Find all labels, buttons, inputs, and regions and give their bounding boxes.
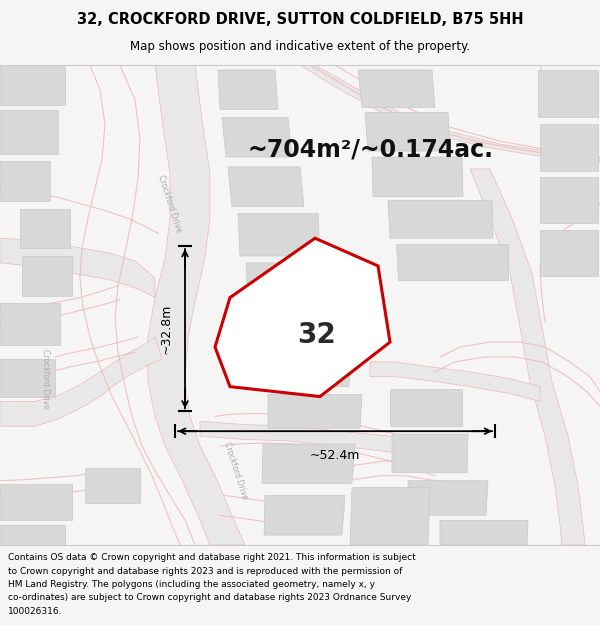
Polygon shape bbox=[392, 434, 468, 472]
Polygon shape bbox=[390, 389, 462, 426]
Polygon shape bbox=[20, 209, 70, 248]
Polygon shape bbox=[0, 109, 58, 154]
Polygon shape bbox=[408, 481, 488, 515]
Polygon shape bbox=[0, 484, 72, 520]
Text: Crockford Drive: Crockford Drive bbox=[223, 441, 250, 501]
Text: HM Land Registry. The polygons (including the associated geometry, namely x, y: HM Land Registry. The polygons (includin… bbox=[8, 580, 375, 589]
Text: Map shows position and indicative extent of the property.: Map shows position and indicative extent… bbox=[130, 40, 470, 53]
Polygon shape bbox=[538, 70, 598, 118]
Text: 32: 32 bbox=[298, 321, 336, 349]
Polygon shape bbox=[0, 525, 65, 545]
Polygon shape bbox=[470, 169, 585, 545]
Polygon shape bbox=[260, 352, 350, 387]
Text: Crockford Drive: Crockford Drive bbox=[40, 349, 50, 409]
Polygon shape bbox=[22, 256, 72, 296]
Text: Contains OS data © Crown copyright and database right 2021. This information is : Contains OS data © Crown copyright and d… bbox=[8, 553, 416, 562]
Polygon shape bbox=[388, 201, 493, 238]
Polygon shape bbox=[0, 161, 50, 201]
Polygon shape bbox=[0, 65, 65, 104]
Polygon shape bbox=[200, 421, 435, 460]
Polygon shape bbox=[0, 238, 155, 298]
Polygon shape bbox=[238, 214, 320, 256]
Polygon shape bbox=[440, 520, 528, 545]
Polygon shape bbox=[85, 468, 140, 503]
Polygon shape bbox=[0, 359, 55, 396]
Polygon shape bbox=[540, 177, 598, 223]
Polygon shape bbox=[365, 112, 450, 151]
Polygon shape bbox=[246, 263, 336, 302]
Polygon shape bbox=[218, 70, 278, 109]
Text: 100026316.: 100026316. bbox=[8, 607, 62, 616]
Text: ~704m²/~0.174ac.: ~704m²/~0.174ac. bbox=[247, 137, 493, 161]
Polygon shape bbox=[264, 496, 345, 535]
Polygon shape bbox=[540, 124, 598, 171]
Text: Crockford Drive: Crockford Drive bbox=[157, 174, 184, 233]
Polygon shape bbox=[350, 488, 430, 545]
Text: to Crown copyright and database rights 2023 and is reproduced with the permissio: to Crown copyright and database rights 2… bbox=[8, 566, 403, 576]
Polygon shape bbox=[300, 65, 600, 162]
Polygon shape bbox=[540, 230, 598, 276]
Text: 32, CROCKFORD DRIVE, SUTTON COLDFIELD, B75 5HH: 32, CROCKFORD DRIVE, SUTTON COLDFIELD, B… bbox=[77, 12, 523, 27]
Polygon shape bbox=[215, 238, 390, 396]
Polygon shape bbox=[262, 444, 355, 484]
Text: co-ordinates) are subject to Crown copyright and database rights 2023 Ordnance S: co-ordinates) are subject to Crown copyr… bbox=[8, 594, 412, 602]
Polygon shape bbox=[268, 394, 362, 428]
Polygon shape bbox=[372, 157, 463, 197]
Polygon shape bbox=[222, 118, 292, 157]
Polygon shape bbox=[358, 70, 435, 108]
Polygon shape bbox=[228, 167, 304, 206]
Polygon shape bbox=[0, 302, 60, 345]
Polygon shape bbox=[255, 308, 345, 345]
Polygon shape bbox=[0, 337, 162, 426]
Polygon shape bbox=[148, 65, 245, 545]
Text: ~52.4m: ~52.4m bbox=[310, 449, 360, 462]
Polygon shape bbox=[370, 362, 540, 401]
Polygon shape bbox=[396, 244, 508, 280]
Text: ~32.8m: ~32.8m bbox=[160, 304, 173, 354]
